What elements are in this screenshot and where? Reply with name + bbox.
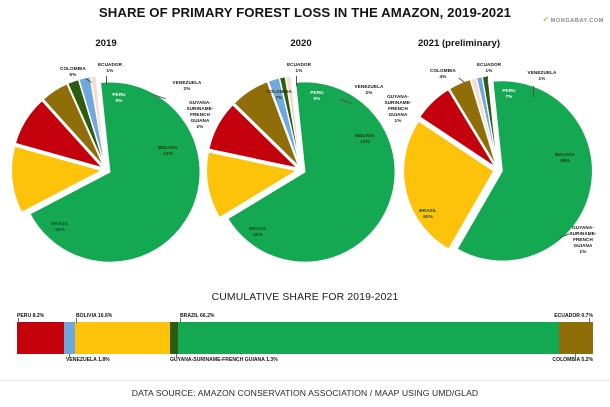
bar-label-peru: PERU 8.2% <box>17 313 45 319</box>
bar-label-colombia: COLOMBIA 5.2% <box>552 357 593 363</box>
pie-slice-ecuador <box>89 75 106 166</box>
pie-2019-label-ecuador: ECUADOR 1% <box>97 62 123 73</box>
pie-slice-bolivia <box>403 120 495 250</box>
pie-slice-brazil <box>29 81 201 263</box>
pie-2020-label-venezuela: VENEZUELA 2% <box>354 84 384 95</box>
pie-2020-label-brazil: BRAZIL 68% <box>249 226 267 237</box>
pie-2019-label-bolivia: BOLIVIA 12% <box>158 145 178 156</box>
bar-tick-ecuador <box>589 318 590 323</box>
pie-2019-svg <box>10 75 201 263</box>
cumulative-title: CUMULATIVE SHARE FOR 2019-2021 <box>211 292 399 303</box>
pie-slice-bolivia <box>10 145 104 213</box>
page-title: SHARE OF PRIMARY FOREST LOSS IN THE AMAZ… <box>98 5 512 20</box>
pie-2021-label-peru: PERU 7% <box>502 88 516 99</box>
bar-segment-colombia <box>558 322 589 354</box>
pie-2019-label-colombia: COLOMBIA 5% <box>60 66 86 77</box>
bar-tick-bolivia <box>76 318 77 323</box>
brand-text: MONGABAY.COM <box>550 18 604 24</box>
bar-tick-colombia <box>575 354 576 358</box>
pie-2019-label-guyana: GUYANA- SURINAME- FRENCH GUIANA 2% <box>186 100 214 129</box>
bar-segment-guyana <box>170 322 178 354</box>
pie-2020-label-bolivia: BOLIVIA 12% <box>355 133 375 144</box>
pie-2021-label-ecuador: ECUADOR 1% <box>476 62 502 73</box>
pie-slice-brazil <box>227 81 396 263</box>
cumulative-stacked-bar <box>17 322 593 354</box>
pie-2020-svg <box>206 75 396 263</box>
bar-label-venezuela: VENEZUELA 1.8% <box>66 357 110 363</box>
bar-label-bolivia: BOLIVIA 16.6% <box>76 313 113 319</box>
pie-year-label-2019: 2019 <box>95 38 117 49</box>
pie-year-label-2020: 2020 <box>290 38 312 49</box>
bar-segment-brazil <box>177 322 559 354</box>
bar-tick-guyana <box>176 354 177 358</box>
bar-tick-brazil <box>180 318 181 323</box>
bar-segment-ecuador <box>588 322 593 354</box>
bar-label-ecuador: ECUADOR 0.7% <box>554 313 593 319</box>
pie-chart-2019 <box>8 72 204 268</box>
pie-slice-guyana-suriname-french-guiana <box>481 75 498 166</box>
pie-2021-label-brazil: BRAZIL 60% <box>419 208 437 219</box>
pie-slice-colombia <box>233 81 300 167</box>
pie-slice-bolivia <box>206 151 299 219</box>
pie-2021-label-colombia: COLOMBIA 4% <box>430 68 456 79</box>
pie-slice-guyana-suriname-french-guiana <box>67 78 105 167</box>
pie-2020-label-colombia: COLOMBIA 7% <box>266 89 292 100</box>
bar-label-guyana: GUYANA-SURINAME-FRENCH GUIANA 1.3% <box>170 357 278 363</box>
pie-chart-2021 <box>400 72 596 268</box>
pie-slice-colombia <box>448 78 497 167</box>
bar-label-brazil: BRAZIL 66.2% <box>180 313 215 319</box>
pie-2019-label-peru: PERU 9% <box>112 92 126 103</box>
pie-2019-leader-ecuador <box>106 76 107 85</box>
bar-segment-venezuela <box>64 322 75 354</box>
pie-2020-label-ecuador: ECUADOR 1% <box>286 62 312 73</box>
pie-2020-label-peru: PERU 9% <box>310 90 324 101</box>
data-source-note: DATA SOURCE: AMAZON CONSERVATION ASSOCIA… <box>131 388 479 398</box>
bar-tick-venezuela <box>69 354 70 358</box>
footer-divider <box>0 380 610 381</box>
pie-2021-label-guyana: GUYANA- SURINAME- FRENCH GUIANA 1% <box>569 225 597 254</box>
pie-2019-label-brazil: BRAZIL 69% <box>51 221 69 232</box>
mongabay-leaf-icon: ✓ <box>542 16 549 24</box>
bar-segment-bolivia <box>74 322 171 354</box>
pie-2021-leader-venezuela <box>533 86 534 97</box>
bar-segment-peru <box>17 322 65 354</box>
brand-watermark: ✓ MONGABAY.COM <box>0 16 604 25</box>
pie-slice-peru <box>14 99 104 169</box>
pie-slice-colombia <box>42 83 105 167</box>
pie-2020-label-guyana: GUYANA- SURINAME- FRENCH GUIANA 1% <box>384 94 412 123</box>
pie-slice-peru <box>208 104 299 169</box>
pie-2021-label-bolivia: BOLIVIA 26% <box>555 152 575 163</box>
pie-2021-svg <box>403 75 594 262</box>
pie-slice-peru <box>419 88 496 168</box>
pie-2020-leader-ecuador <box>296 76 297 86</box>
pie-2021-label-venezuela: VENEZUELA 1% <box>527 70 557 81</box>
pie-chart-2020 <box>203 72 399 268</box>
pie-slice-ecuador <box>284 75 301 166</box>
pie-slice-brazil <box>456 80 594 262</box>
pie-2019-label-venezuela: VENEZUELA 2% <box>172 80 202 91</box>
pie-2021-leader-ecuador <box>487 76 488 85</box>
pie-year-label-2021: 2021 (preliminary) <box>417 38 501 49</box>
bar-tick-peru <box>18 318 19 323</box>
